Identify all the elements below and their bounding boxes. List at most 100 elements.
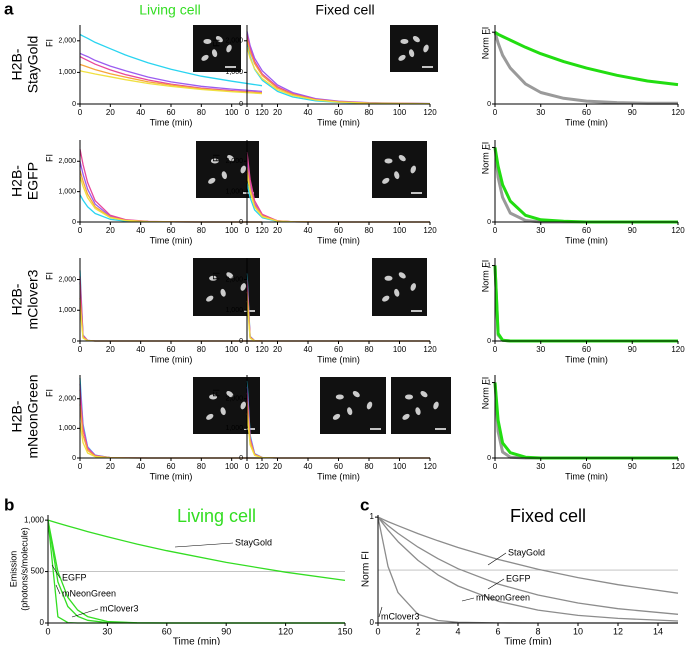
x-tick-label: 40 <box>136 345 145 354</box>
series-label: mNeonGreen <box>476 592 530 602</box>
x-tick-label: 20 <box>106 345 115 354</box>
y-tick-label: 0 <box>239 219 243 226</box>
chart-title: Living cell <box>177 506 256 526</box>
cell-nucleus <box>398 54 406 61</box>
cell-nucleus <box>398 272 406 279</box>
cell-nucleus <box>433 401 439 410</box>
x-tick-label: 120 <box>423 345 437 354</box>
cell-nucleus <box>208 177 216 184</box>
panel-label: b <box>4 495 14 514</box>
cell-nucleus <box>209 394 218 400</box>
x-tick-label: 20 <box>106 108 115 117</box>
data-line <box>493 265 678 343</box>
y-tick-label: 2,000 <box>58 38 76 45</box>
row-label: H2B- <box>9 283 25 315</box>
cell-nucleus <box>209 275 218 281</box>
data-line <box>493 265 678 343</box>
cell-nucleus <box>366 401 373 410</box>
x-axis-label: Time (min) <box>317 471 360 481</box>
series-label: mClover3 <box>100 603 139 613</box>
x-tick-label: 100 <box>393 345 407 354</box>
y-tick-label: 1,000 <box>225 69 243 76</box>
x-tick-label: 60 <box>334 108 343 117</box>
x-axis-label: Time (min) <box>150 471 193 481</box>
x-tick-label: 20 <box>106 226 115 235</box>
series-label: EGFP <box>62 572 87 582</box>
cell-nucleus <box>201 54 209 61</box>
x-tick-label: 120 <box>423 462 437 471</box>
x-tick-label: 90 <box>628 345 637 354</box>
cell-nucleus <box>240 401 246 410</box>
y-tick-label: 0 <box>370 618 375 627</box>
panel-label: a <box>4 0 14 18</box>
y-tick-label: 0 <box>487 219 491 226</box>
x-tick-label: 8 <box>535 626 540 636</box>
x-tick-label: 60 <box>582 108 591 117</box>
y-tick-label: 2,000 <box>225 396 243 403</box>
row-label: H2B- <box>9 48 25 80</box>
row-label: EGFP <box>25 162 41 200</box>
x-tick-label: 60 <box>582 345 591 354</box>
x-tick-label: 0 <box>493 226 498 235</box>
y-tick-label: 2,000 <box>58 276 76 283</box>
data-line <box>79 70 263 95</box>
y-axis-label: FI <box>44 389 54 397</box>
y-tick-label: 1,000 <box>58 188 76 195</box>
x-tick-label: 20 <box>273 462 282 471</box>
cell-nucleus <box>206 295 214 302</box>
y-tick-label: 0 <box>487 455 491 462</box>
x-tick-label: 0 <box>245 462 250 471</box>
cell-nucleus <box>226 44 232 53</box>
cell-nucleus <box>382 177 390 184</box>
chart-title: Fixed cell <box>510 506 586 526</box>
data-line <box>377 516 679 615</box>
column-title: Fixed cell <box>315 2 374 18</box>
x-tick-label: 80 <box>365 345 374 354</box>
data-line <box>79 33 263 87</box>
x-tick-label: 30 <box>536 108 545 117</box>
y-tick-label: 0 <box>487 338 491 345</box>
x-tick-label: 80 <box>365 108 374 117</box>
y-axis-label: Norm FI <box>480 260 490 293</box>
y-tick-label: 2,000 <box>58 396 76 403</box>
y-tick-label: 1 <box>487 144 491 151</box>
x-tick-label: 80 <box>197 108 206 117</box>
x-tick-label: 60 <box>334 226 343 235</box>
x-tick-label: 40 <box>136 108 145 117</box>
cell-nucleus <box>412 35 420 43</box>
y-tick-label: 1,000 <box>24 515 45 524</box>
cell-nucleus <box>226 272 234 279</box>
cell-nucleus <box>408 49 415 58</box>
y-axis-label: FI <box>211 272 221 280</box>
y-tick-label: 1,000 <box>225 188 243 195</box>
cell-nucleus <box>211 49 218 58</box>
x-tick-label: 0 <box>493 345 498 354</box>
x-tick-label: 90 <box>221 626 231 636</box>
cell-nucleus <box>400 38 409 44</box>
y-axis-label: Norm FI <box>480 27 490 60</box>
leader-line <box>71 608 99 618</box>
leader-line <box>174 542 234 548</box>
x-axis-label: Time (min) <box>565 354 608 364</box>
y-tick-label: 0 <box>72 338 76 345</box>
x-axis-label: Time (min) <box>317 354 360 364</box>
cell-nucleus <box>352 390 360 398</box>
y-tick-label: 0 <box>239 338 243 345</box>
y-axis-label: FI <box>211 39 221 47</box>
y-tick-label: 0 <box>40 618 45 627</box>
x-tick-label: 0 <box>375 626 380 636</box>
leader-line <box>55 584 61 595</box>
x-tick-label: 120 <box>423 226 437 235</box>
y-tick-label: 2,000 <box>225 158 243 165</box>
y-tick-label: 1 <box>487 29 491 36</box>
x-tick-label: 120 <box>255 345 269 354</box>
cell-nucleus <box>220 288 226 297</box>
data-line <box>494 30 679 87</box>
x-axis-label: Time (min) <box>565 471 608 481</box>
series-label: EGFP <box>506 573 531 583</box>
x-tick-label: 30 <box>536 462 545 471</box>
y-axis-label: Norm FI <box>480 142 490 175</box>
x-tick-label: 80 <box>197 226 206 235</box>
x-tick-label: 120 <box>671 108 685 117</box>
